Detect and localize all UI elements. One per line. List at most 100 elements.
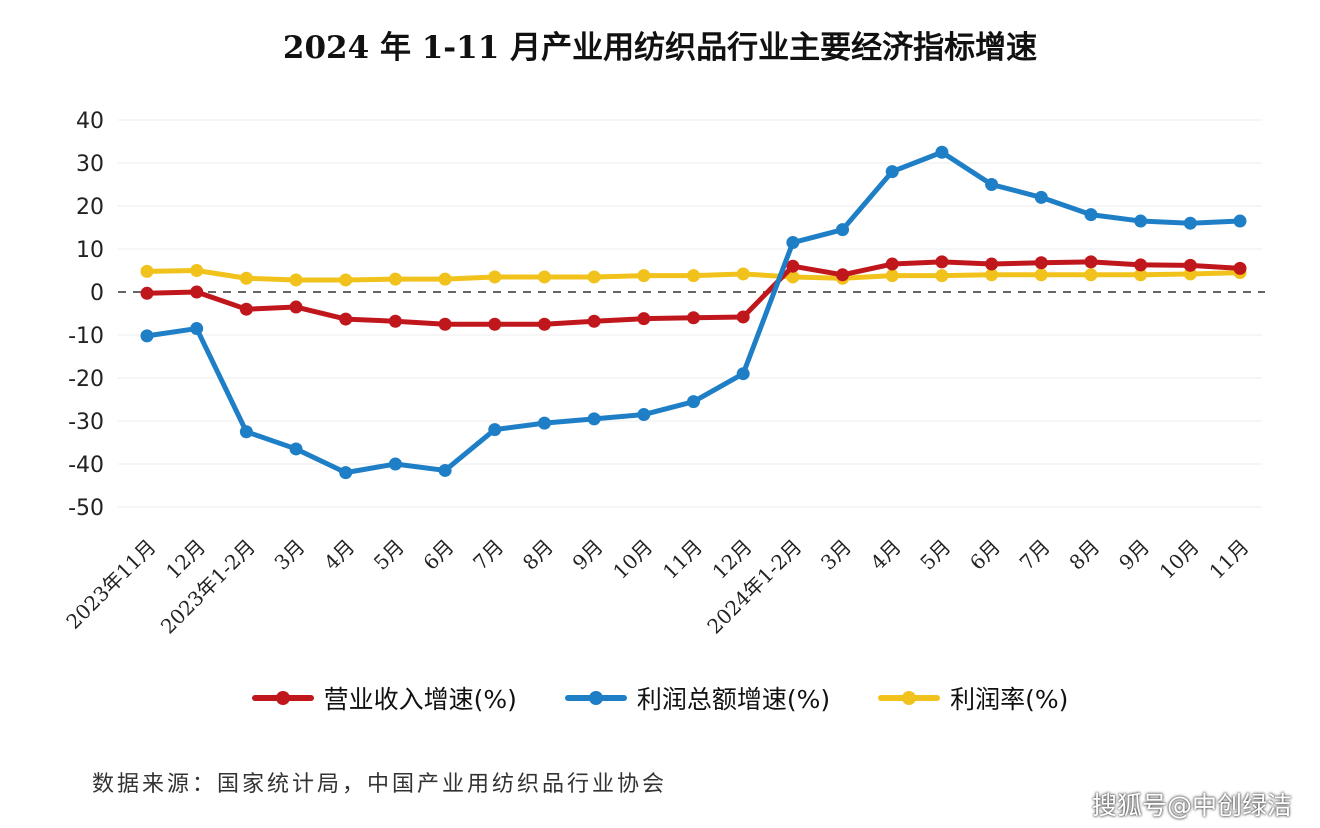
data-point (885, 269, 899, 283)
x-tick-label: 7月 (1015, 535, 1055, 575)
data-point (587, 314, 601, 328)
x-tick-label: 6月 (419, 535, 459, 575)
data-point (388, 457, 402, 471)
data-point (190, 264, 204, 277)
data-point (1134, 268, 1148, 282)
data-point (339, 466, 353, 480)
data-point (239, 302, 253, 316)
data-point (140, 329, 154, 343)
data-point (935, 255, 949, 269)
data-point (1134, 214, 1148, 228)
data-point (140, 264, 154, 278)
x-tick-label: 8月 (1064, 535, 1104, 575)
data-point (488, 270, 502, 284)
data-point (488, 423, 502, 437)
data-point (736, 367, 750, 381)
data-point (438, 317, 452, 331)
data-point (637, 269, 651, 283)
x-tick-label: 3月 (269, 535, 309, 575)
x-tick-label: 3月 (816, 535, 856, 575)
x-tick-label: 10月 (1155, 535, 1204, 584)
y-tick-label: 10 (76, 238, 104, 263)
data-point (289, 273, 303, 287)
y-tick-label: 30 (76, 152, 104, 177)
data-point (1233, 261, 1247, 275)
data-point (1034, 190, 1048, 204)
data-point (935, 269, 949, 283)
data-point (339, 273, 353, 287)
data-point (537, 270, 551, 284)
x-tick-label: 5月 (915, 535, 955, 575)
x-tick-label: 5月 (369, 535, 409, 575)
data-point (1183, 216, 1197, 230)
data-point (239, 271, 253, 285)
data-point (1084, 255, 1098, 269)
x-tick-label: 11月 (658, 535, 707, 584)
x-tick-label: 4月 (319, 535, 359, 575)
data-point (885, 257, 899, 271)
x-tick-label: 7月 (468, 535, 508, 575)
data-point (786, 259, 800, 273)
data-point (637, 312, 651, 326)
legend-label: 利润总额增速(%) (636, 685, 831, 714)
legend-item-profit: 利润总额增速(%) (564, 680, 831, 716)
data-point (985, 178, 999, 191)
data-point (836, 268, 850, 282)
legend-item-revenue: 营业收入增速(%) (251, 680, 517, 716)
data-point (339, 312, 353, 326)
y-tick-label: -20 (68, 367, 104, 392)
legend-item-margin: 利润率(%) (878, 680, 1068, 716)
legend-swatch-profit (564, 691, 627, 705)
y-tick-label: 40 (76, 109, 104, 134)
data-point (388, 272, 402, 286)
data-point (190, 285, 204, 299)
data-point (289, 300, 303, 314)
y-tick-label: -30 (68, 410, 104, 435)
x-tick-label: 4月 (866, 535, 906, 575)
data-point (1084, 268, 1098, 282)
legend-swatch-margin (878, 691, 941, 705)
data-point (1034, 256, 1048, 270)
data-point (786, 270, 800, 284)
data-point (935, 145, 949, 159)
legend-label: 利润率(%) (950, 685, 1069, 714)
source-note: 数据来源：国家统计局，中国产业用纺织品行业协会 (92, 772, 668, 797)
x-tick-label: 8月 (518, 535, 558, 575)
data-point (488, 317, 502, 331)
data-point (239, 425, 253, 439)
data-point (1034, 268, 1048, 282)
y-tick-label: 0 (90, 281, 104, 306)
chart-title: 2024 年 1-11 月产业用纺织品行业主要经济指标增速 (282, 30, 1038, 66)
data-point (786, 236, 800, 250)
data-point (1134, 258, 1148, 272)
x-tick-label: 10月 (608, 535, 657, 584)
watermark: 搜狐号@中创绿洁 (1091, 791, 1292, 820)
x-tick-label: 6月 (965, 535, 1005, 575)
data-point (587, 412, 601, 426)
data-point (388, 314, 402, 328)
x-tick-label: 2023年11月 (61, 535, 160, 634)
y-tick-label: 20 (76, 195, 104, 220)
y-tick-label: -10 (68, 324, 104, 349)
data-point (537, 416, 551, 430)
data-point (736, 310, 750, 324)
legend-swatch-revenue (251, 691, 314, 705)
legend-label: 营业收入增速(%) (323, 685, 517, 714)
data-point (190, 322, 204, 336)
data-point (687, 395, 700, 409)
data-point (687, 269, 700, 283)
x-tick-label: 9月 (1114, 535, 1154, 575)
x-tick-label: 9月 (568, 535, 608, 575)
data-point (537, 317, 551, 331)
data-point (687, 311, 700, 325)
data-point (1233, 214, 1247, 228)
data-point (438, 463, 452, 477)
y-tick-label: -40 (68, 453, 104, 478)
data-point (736, 267, 750, 281)
data-point (438, 272, 452, 286)
data-point (836, 223, 850, 237)
legend: 营业收入增速(%) 利润总额增速(%) 利润率(%) (0, 680, 1320, 716)
data-point (637, 408, 651, 422)
data-point (1084, 208, 1098, 222)
